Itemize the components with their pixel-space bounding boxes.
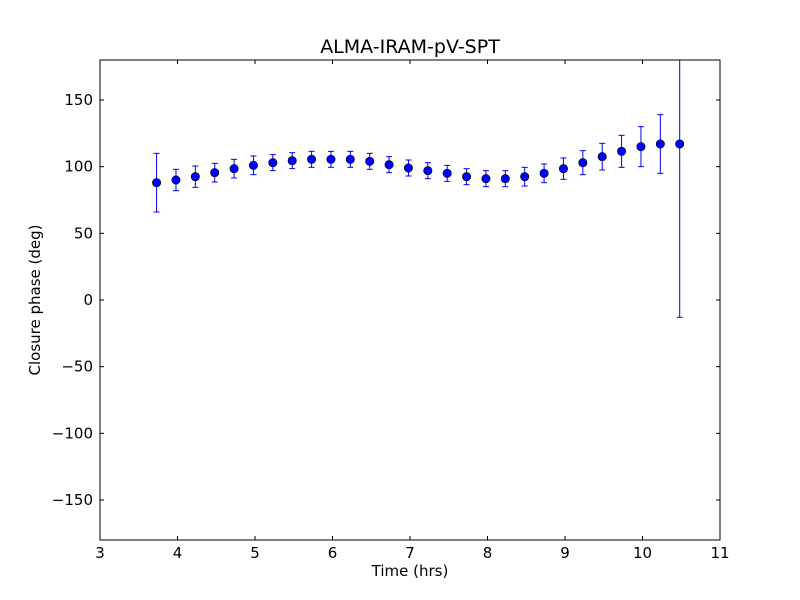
data-point [190,172,200,182]
chart-title: ALMA-IRAM-pV-SPT [320,36,500,58]
x-tick-label: 4 [173,544,183,562]
x-tick-label: 10 [633,544,652,562]
x-tick-label: 6 [328,544,338,562]
data-point [229,164,239,174]
y-tick-label: 150 [64,91,93,109]
data-point [307,154,317,164]
data-point [287,156,297,166]
data-point [326,154,336,164]
y-axis-label: Closure phase (deg) [26,225,44,376]
data-point [171,175,181,185]
data-point [578,158,588,168]
data-point [248,160,258,170]
y-tick-label: 50 [74,224,93,242]
data-point [210,168,220,178]
data-point [365,156,375,166]
tick-layer: 3 4 5 6 7 8 9 10 11 −150 −100 −50 0 50 100 150 [52,60,730,562]
data-point [520,172,530,182]
data-point [675,139,685,149]
data-point [384,160,394,170]
x-tick-label: 8 [483,544,493,562]
x-axis-label: Time (hrs) [371,562,449,580]
y-tick-label: 0 [83,291,93,309]
data-point [481,174,491,184]
data-point [152,178,162,188]
data-point [500,174,510,184]
data-point [345,154,355,164]
data-point [539,168,549,178]
data-point [462,172,472,182]
y-tick-label: 100 [64,158,93,176]
x-tick-label: 3 [95,544,105,562]
data-point [636,142,646,152]
y-tick-label: −150 [52,491,93,509]
data-point [558,164,568,174]
x-tick-label: 5 [250,544,260,562]
data-point [597,152,607,162]
plot-layer [152,60,685,318]
data-point [423,166,433,176]
x-tick-label: 11 [710,544,729,562]
x-tick-label: 9 [560,544,570,562]
data-point [268,158,278,168]
y-tick-label: −100 [52,424,93,442]
y-tick-label: −50 [61,358,93,376]
x-tick-label: 7 [405,544,415,562]
data-point [655,139,665,149]
data-point [403,163,413,173]
data-point [617,146,627,156]
data-point [442,168,452,178]
